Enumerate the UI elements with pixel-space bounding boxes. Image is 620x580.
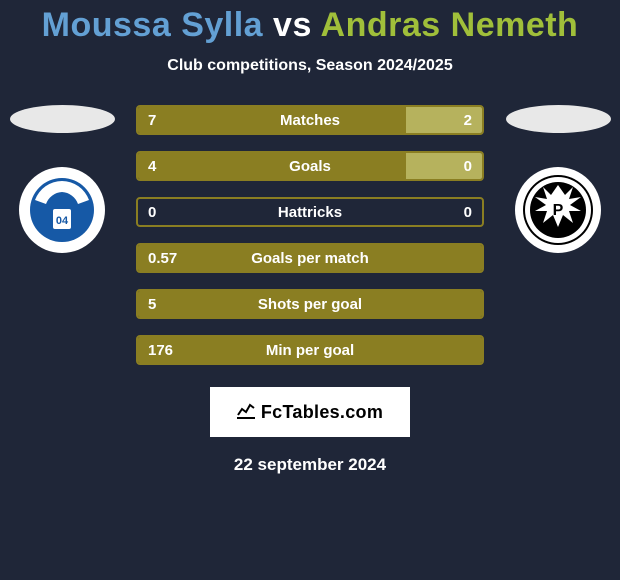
stat-row-shots-per-goal: 5Shots per goal [136,289,484,319]
player-a-photo-placeholder [10,105,115,133]
vs-text: vs [273,6,312,44]
svg-text:04: 04 [56,215,69,227]
stat-label: Shots per goal [138,291,482,317]
club-a-badge: 04 [19,167,105,253]
stat-row-min-per-goal: 176Min per goal [136,335,484,365]
stat-row-goals-per-match: 0.57Goals per match [136,243,484,273]
page-title: Moussa Sylla vs Andras Nemeth [0,0,620,45]
stat-label: Goals per match [138,245,482,271]
stat-row-hattricks: 00Hattricks [136,197,484,227]
stat-label: Hattricks [138,199,482,225]
fctables-label: FcTables.com [261,402,383,423]
stat-label: Min per goal [138,337,482,363]
comparison-area: 04 72Matches 40Goals 00Hattricks 0.57Goals … [0,105,620,381]
chart-icon [237,401,255,424]
schalke-icon: 04 [19,167,105,253]
stat-label: Goals [138,153,482,179]
fctables-badge[interactable]: FcTables.com [210,387,410,437]
stat-row-matches: 72Matches [136,105,484,135]
footer-date: 22 september 2024 [0,455,620,475]
player-a-name: Moussa Sylla [42,6,263,44]
preussen-icon: P [515,167,601,253]
stat-row-goals: 40Goals [136,151,484,181]
club-b-badge: P [515,167,601,253]
stat-label: Matches [138,107,482,133]
left-side: 04 [2,105,122,253]
subtitle: Club competitions, Season 2024/2025 [0,57,620,75]
stat-bars: 72Matches 40Goals 00Hattricks 0.57Goals per… [122,105,498,381]
player-b-name: Andras Nemeth [321,6,579,44]
svg-text:P: P [553,202,564,219]
right-side: P [498,105,618,253]
player-b-photo-placeholder [506,105,611,133]
